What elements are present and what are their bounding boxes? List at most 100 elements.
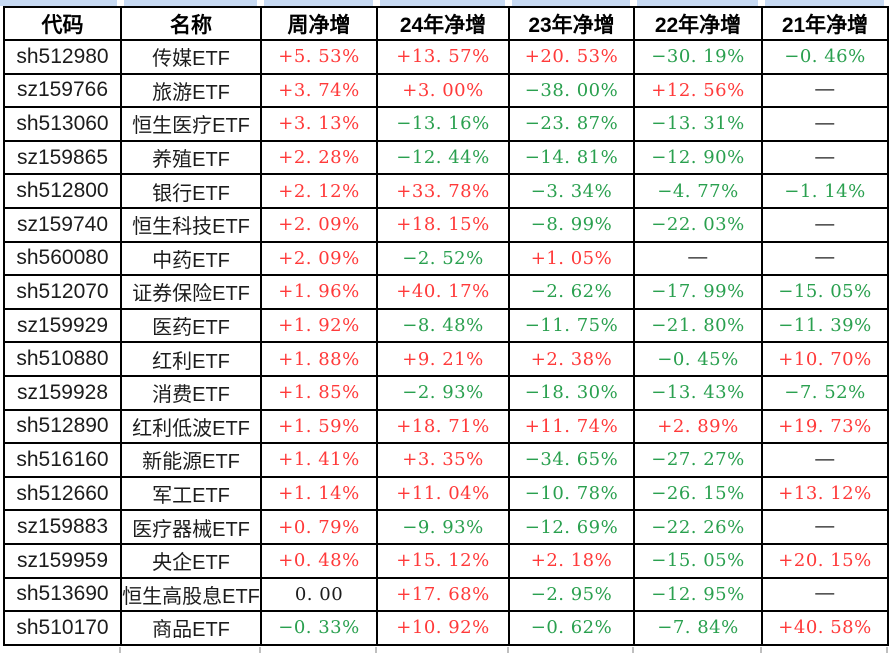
value-cell-y23: −11. 75% [508, 307, 635, 344]
table-row: sh513690 恒生高股息ETF 0. 00 +17. 68% −2. 95% −12.… [3, 576, 889, 613]
name-cell: 红利低波ETF [120, 408, 262, 445]
code-cell: sh510170 [3, 610, 122, 646]
value-cell-y21: −7. 52% [761, 374, 889, 411]
bottom-edge-strip [0, 647, 890, 653]
value-cell-y23: −34. 65% [508, 442, 635, 478]
value-cell-y21: — [761, 72, 889, 109]
table-row: sz159865 养殖ETF +2. 28% −12. 44% −14. 81% −12.… [3, 139, 889, 176]
value-cell-y22: — [633, 240, 763, 277]
table-row: sz159883 医疗器械ETF +0. 79% −9. 93% −12. 69% −22… [3, 509, 889, 545]
value-cell-week: +1. 85% [260, 374, 378, 411]
value-cell-y22: +2. 89% [633, 408, 763, 445]
value-cell-week: +2. 09% [260, 206, 378, 243]
value-cell-y22: −21. 80% [633, 307, 763, 344]
name-cell: 央企ETF [120, 542, 262, 579]
value-cell-y22: −22. 03% [633, 206, 763, 243]
value-cell-y23: −2. 62% [508, 274, 635, 310]
name-cell: 消费ETF [120, 374, 262, 411]
value-cell-y21: — [761, 206, 889, 243]
value-cell-y24: +9. 21% [376, 341, 510, 377]
value-cell-y24: +3. 00% [376, 72, 510, 109]
column-divider-gap [884, 0, 890, 6]
value-cell-y22: −12. 90% [633, 139, 763, 176]
value-cell-y21: +19. 73% [761, 408, 889, 445]
value-cell-y21: — [761, 106, 889, 142]
value-cell-y23: −38. 00% [508, 72, 635, 109]
code-cell: sh513690 [3, 576, 122, 613]
name-cell: 中药ETF [120, 240, 262, 277]
code-cell: sh512890 [3, 408, 122, 445]
table-row: sh512660 军工ETF +1. 14% +11. 04% −10. 78% −26.… [3, 475, 889, 512]
column-header-week: 周净增 [260, 6, 378, 41]
table-row: sh512980 传媒ETF +5. 53% +13. 57% +20. 53% −30.… [3, 39, 889, 75]
table-row: sh512070 证券保险ETF +1. 96% +40. 17% −2. 62% −17… [3, 274, 889, 310]
value-cell-y24: +18. 15% [376, 206, 510, 243]
column-header-code: 代码 [3, 6, 122, 41]
column-divider-tick [632, 647, 634, 653]
table-row: sh510880 红利ETF +1. 88% +9. 21% +2. 38% −0. 45… [3, 341, 889, 377]
name-cell: 养殖ETF [120, 139, 262, 176]
value-cell-week: +2. 12% [260, 173, 378, 209]
column-divider-tick [259, 647, 261, 653]
name-cell: 银行ETF [120, 173, 262, 209]
value-cell-y23: +11. 74% [508, 408, 635, 445]
table-row: sh512890 红利低波ETF +1. 59% +18. 71% +11. 74% +2… [3, 408, 889, 445]
name-cell: 医疗器械ETF [120, 509, 262, 545]
value-cell-y23: +2. 18% [508, 542, 635, 579]
header-row: 代码 名称 周净增 24年净增 23年净增 22年净增 21年净增 [3, 6, 889, 41]
code-cell: sz159883 [3, 509, 122, 545]
value-cell-y24: +17. 68% [376, 576, 510, 613]
value-cell-y24: +10. 92% [376, 610, 510, 646]
value-cell-y23: +20. 53% [508, 39, 635, 75]
value-cell-y24: −2. 93% [376, 374, 510, 411]
value-cell-y23: +2. 38% [508, 341, 635, 377]
table-row: sh510170 商品ETF −0. 33% +10. 92% −0. 62% −7. 8… [3, 610, 889, 646]
name-cell: 旅游ETF [120, 72, 262, 109]
value-cell-y23: −3. 34% [508, 173, 635, 209]
code-cell: sz159740 [3, 206, 122, 243]
value-cell-y23: +1. 05% [508, 240, 635, 277]
value-cell-y24: +15. 12% [376, 542, 510, 579]
value-cell-y22: −0. 45% [633, 341, 763, 377]
value-cell-y24: +11. 04% [376, 475, 510, 512]
value-cell-week: +2. 09% [260, 240, 378, 277]
name-cell: 恒生高股息ETF [120, 576, 262, 613]
value-cell-y23: −18. 30% [508, 374, 635, 411]
table-row: sz159929 医药ETF +1. 92% −8. 48% −11. 75% −21. … [3, 307, 889, 344]
value-cell-y22: −26. 15% [633, 475, 763, 512]
value-cell-y21: +40. 58% [761, 610, 889, 646]
value-cell-y21: +13. 12% [761, 475, 889, 512]
code-cell: sz159959 [3, 542, 122, 579]
column-divider-tick [507, 647, 509, 653]
name-cell: 红利ETF [120, 341, 262, 377]
name-cell: 恒生科技ETF [120, 206, 262, 243]
value-cell-y21: — [761, 576, 889, 613]
table-row: sz159928 消费ETF +1. 85% −2. 93% −18. 30% −13. … [3, 374, 889, 411]
value-cell-y24: −12. 44% [376, 139, 510, 176]
column-divider-tick [760, 647, 762, 653]
table-row: sh512800 银行ETF +2. 12% +33. 78% −3. 34% −4. 7… [3, 173, 889, 209]
value-cell-y24: −13. 16% [376, 106, 510, 142]
value-cell-y21: +10. 70% [761, 341, 889, 377]
name-cell: 新能源ETF [120, 442, 262, 478]
column-divider-tick [375, 647, 377, 653]
etf-performance-table: 代码 名称 周净增 24年净增 23年净增 22年净增 21年净增 sh512980 传媒ET… [3, 6, 889, 646]
code-cell: sz159928 [3, 374, 122, 411]
value-cell-y24: −9. 93% [376, 509, 510, 545]
column-header-y21: 21年净增 [761, 6, 889, 41]
value-cell-y22: −22. 26% [633, 509, 763, 545]
code-cell: sh512070 [3, 274, 122, 310]
value-cell-week: +1. 88% [260, 341, 378, 377]
value-cell-week: +1. 96% [260, 274, 378, 310]
value-cell-y21: −1. 14% [761, 173, 889, 209]
code-cell: sh510880 [3, 341, 122, 377]
table-row: sh516160 新能源ETF +1. 41% +3. 35% −34. 65% −27.… [3, 442, 889, 478]
code-cell: sz159865 [3, 139, 122, 176]
table-row: sh560080 中药ETF +2. 09% −2. 52% +1. 05% — — [3, 240, 889, 277]
name-cell: 医药ETF [120, 307, 262, 344]
column-divider-gap [373, 0, 380, 6]
column-header-y24: 24年净增 [376, 6, 510, 41]
value-cell-y22: −13. 31% [633, 106, 763, 142]
value-cell-y21: — [761, 442, 889, 478]
